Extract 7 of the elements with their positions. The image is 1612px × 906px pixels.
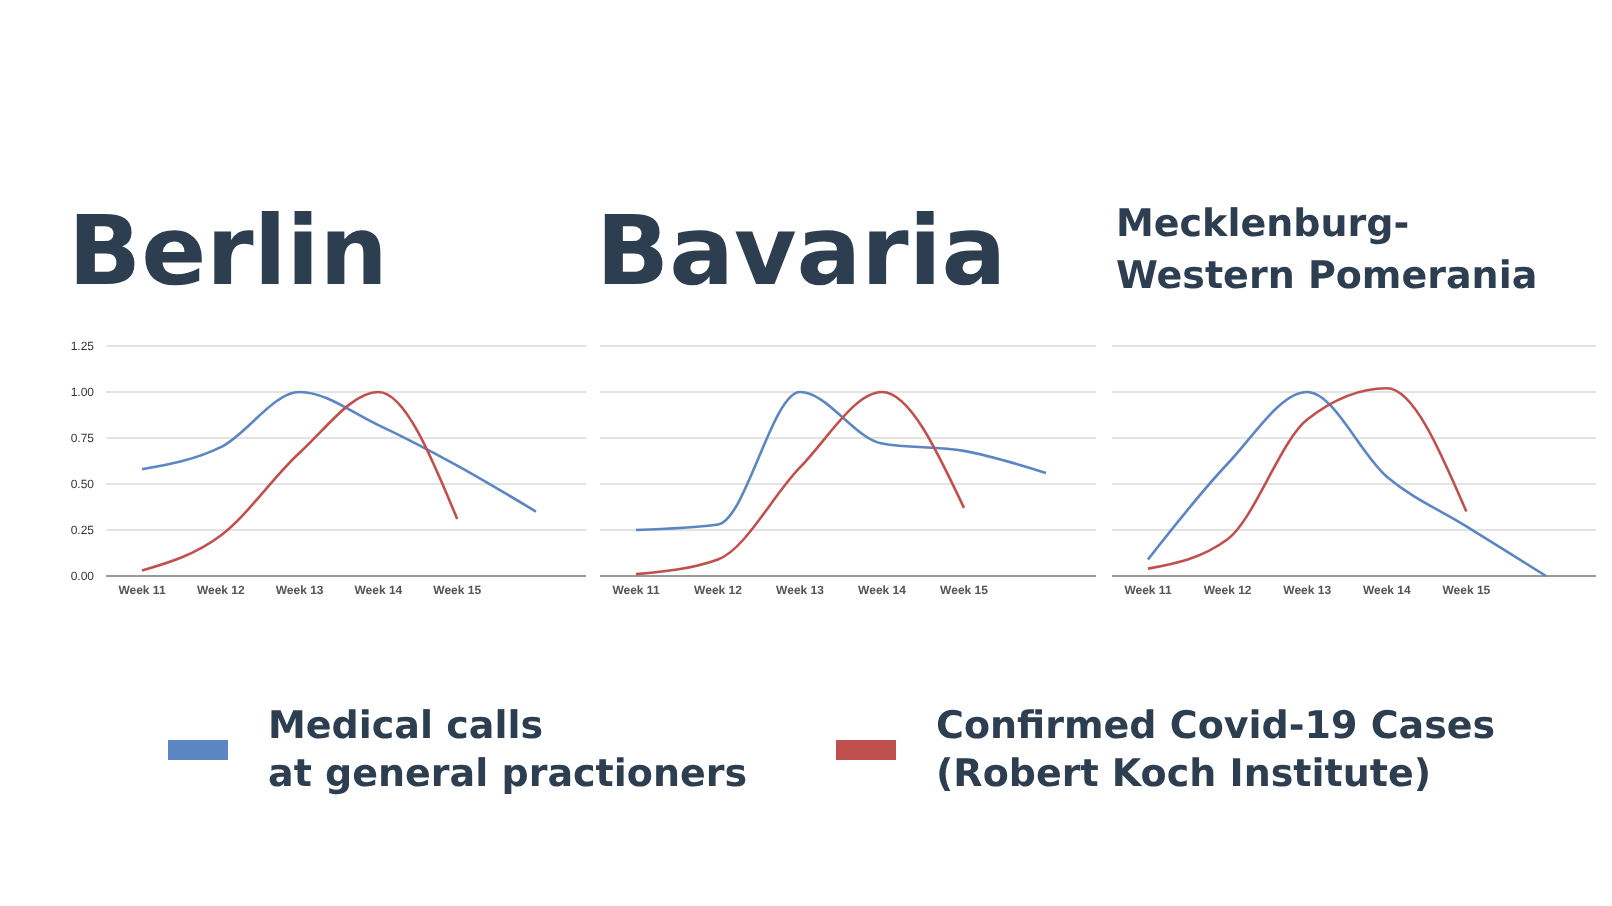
line-series (140, 390, 538, 513)
legend-label: Confirmed Covid-19 Cases (Robert Koch Institute) (936, 704, 1496, 796)
legend-label: Medical calls at general practioners (268, 704, 748, 796)
chart-title: Bavaria (596, 196, 1007, 308)
line-series (140, 390, 459, 572)
chart-title: Berlin (68, 196, 388, 308)
chart-title: Mecklenburg-Western Pomerania (1116, 202, 1538, 298)
